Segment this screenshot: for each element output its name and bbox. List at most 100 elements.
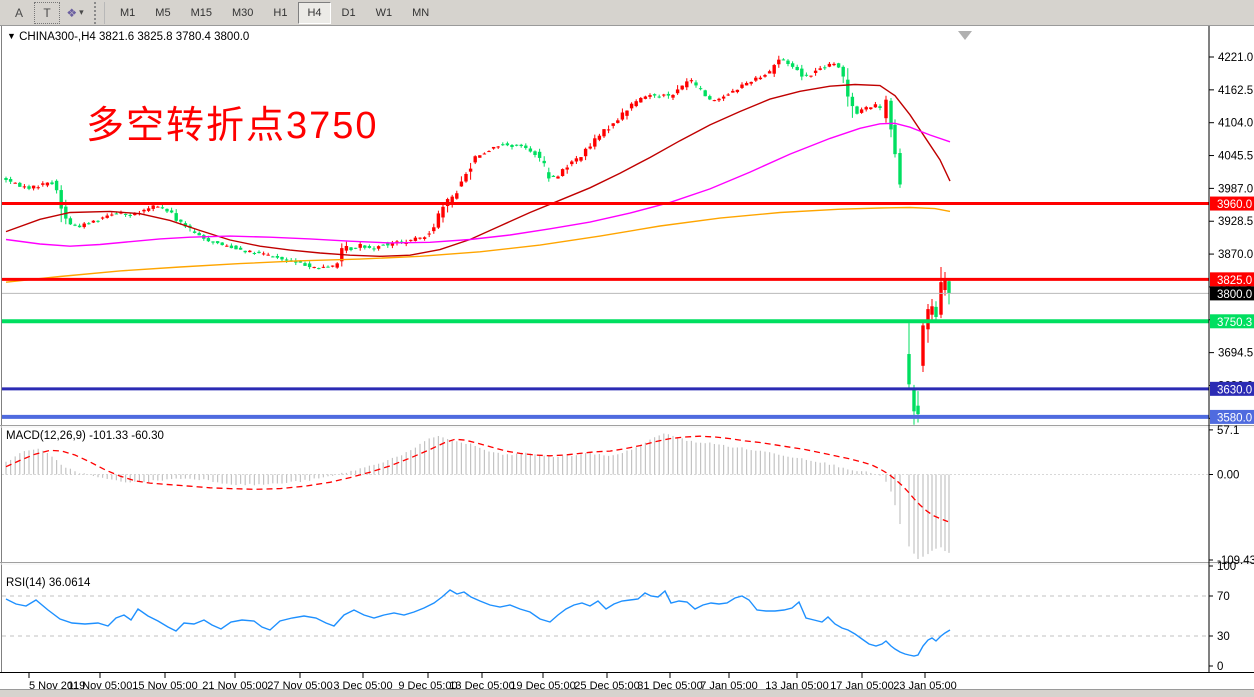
timeframe-button-m5[interactable]: M5 [155,6,171,19]
candle-up [602,129,606,137]
symbol-dropdown-icon[interactable]: ▼ [7,31,16,41]
candle-down [8,179,13,182]
candle-up [832,63,836,66]
rsi-line [5,589,951,657]
price-badge [1210,314,1254,329]
candle-down [87,223,91,225]
candle-down [317,268,321,270]
candle-up [611,123,615,126]
candle-down [243,250,247,253]
candle-down [519,144,523,147]
candle-up [731,90,735,93]
price-badge-label: 3630.0 [1217,384,1252,396]
candle-up [809,75,813,77]
candle-down [165,208,169,212]
candle-down [96,220,100,222]
price-tick-label: 4104.0 [1218,118,1253,130]
candle-down [800,68,804,77]
candle-down [786,60,790,64]
candle-up [151,205,155,209]
price-chart[interactable]: 4221.0 4162.5 4104.0 4045.5 3987.0 3928.5 3870… [0,26,1254,697]
candle-up [735,89,740,93]
text-tool-button[interactable]: T [34,1,60,24]
candle-up [859,109,864,113]
candle-up [390,243,395,246]
candle-up [588,146,592,149]
bottom-strip [0,690,1254,697]
candle-up [570,161,574,165]
candle-down [64,206,68,219]
candle-up [873,104,878,108]
candle-down [18,182,22,187]
candle-up [744,82,749,86]
candle-up [625,110,629,116]
candle-down [303,263,307,266]
price-tick-label: 3928.5 [1218,216,1253,228]
candle-up [100,217,105,219]
price-tick-label: 4162.5 [1218,85,1253,97]
candle-up [869,107,873,110]
candle-up [579,157,583,161]
candle-down [836,63,841,68]
candle-down [284,259,289,261]
candle-up [921,325,925,366]
candle-down [694,82,698,86]
candle-up [13,182,17,184]
candle-up [31,185,36,189]
candle-down [160,207,165,209]
candle-up [827,63,832,67]
candle-down [50,182,54,185]
timeframe-button-w1[interactable]: W1 [375,6,393,19]
timeframe-button-h1[interactable]: H1 [273,6,288,19]
timeframe-button-m30[interactable]: M30 [231,6,254,19]
timeframe-button-h4[interactable]: H4 [298,1,331,24]
price-badge-label: 3960.0 [1217,199,1252,211]
candle-down [275,256,280,258]
candle-up [41,183,45,185]
chevron-down-icon: ▾ [79,7,84,17]
candle-down [855,106,859,114]
candle-down [128,214,132,216]
chart-shift-marker-icon [958,31,972,40]
candle-down [510,144,514,148]
price-badge [1210,381,1254,396]
candle-down [77,225,82,228]
cycle-colors-button[interactable]: ❖ ▾ [62,2,88,24]
candle-up [119,212,123,214]
candle-up [464,173,468,182]
candle-down [257,251,261,254]
candle-up [459,181,464,187]
candle-up [662,94,666,96]
candle-down [934,306,938,317]
candle-up [680,85,684,90]
candle-down [537,151,542,158]
timeframe-button-m1[interactable]: M1 [120,6,136,19]
candle-down [197,233,201,236]
timeframe-group: M1 M5 M15 M30 H1 H4 D1 W1 MN [111,1,440,24]
arrow-tool-button[interactable]: A [14,5,23,20]
candle-down [795,66,799,71]
price-badge [1210,272,1254,287]
candle-up [432,227,436,232]
macd-tick-label: -109.43 [1217,555,1254,567]
timeframe-button-d1[interactable]: D1 [341,6,356,19]
price-axis[interactable]: 4221.0 4162.5 4104.0 4045.5 3987.0 3928.5 3870… [1208,26,1254,673]
candle-down [947,281,951,294]
candle-up [225,245,229,247]
candle-up [335,263,339,268]
rsi-tick-label: 70 [1217,591,1230,603]
candle-down [123,213,128,215]
timeframe-button-mn[interactable]: MN [412,6,430,19]
candle-up [712,100,717,102]
candle-up [156,206,160,208]
candle-up [36,187,40,189]
candle-up [468,168,473,172]
candle-up [473,156,477,163]
timeframe-button-m15[interactable]: M15 [190,6,212,19]
candle-up [482,153,487,155]
price-tick-label: 3987.0 [1218,183,1253,195]
candle-down [68,218,73,225]
candle-down [850,96,855,107]
candle-up [648,95,652,97]
